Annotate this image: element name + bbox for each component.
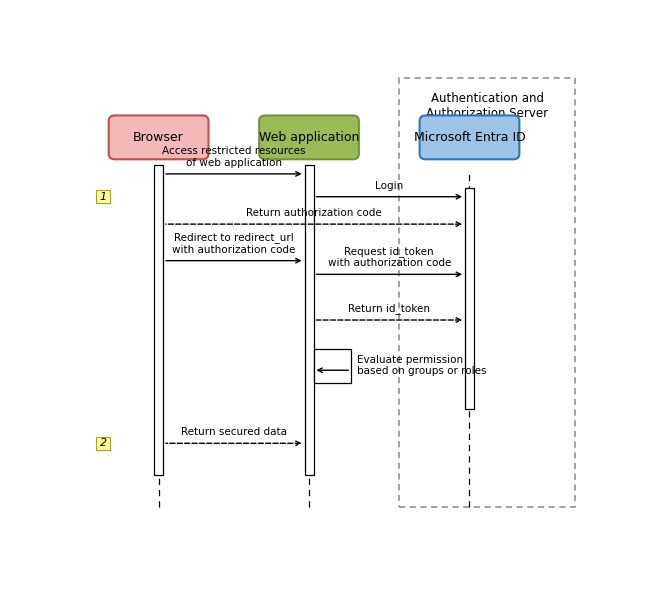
Text: Browser: Browser [133, 131, 184, 144]
Bar [96, 437, 111, 449]
Text: Authentication and
Authorization Server: Authentication and Authorization Server [426, 92, 548, 120]
Text: Microsoft Entra ID: Microsoft Entra ID [413, 131, 525, 144]
FancyBboxPatch shape [420, 116, 520, 160]
Text: Return authorization code: Return authorization code [246, 208, 382, 218]
Text: Evaluate permission
based on groups or roles: Evaluate permission based on groups or r… [357, 355, 487, 377]
Text: Login: Login [375, 181, 403, 191]
Bar [399, 78, 575, 507]
FancyBboxPatch shape [259, 116, 359, 160]
Bar [305, 165, 314, 475]
Text: 2: 2 [100, 438, 107, 448]
Bar [96, 190, 111, 203]
Text: Request id_token
with authorization code: Request id_token with authorization code [327, 246, 451, 269]
Text: Return secured data: Return secured data [181, 428, 287, 438]
Text: Redirect to redirect_url
with authorization code: Redirect to redirect_url with authorizat… [172, 232, 296, 255]
Text: Access restricted resources
of web application: Access restricted resources of web appli… [162, 146, 305, 168]
Text: Web application: Web application [259, 131, 359, 144]
Text: 1: 1 [100, 192, 107, 202]
Text: Return id_token: Return id_token [348, 303, 430, 314]
FancyBboxPatch shape [109, 116, 208, 160]
Bar [314, 349, 351, 383]
Bar [465, 187, 474, 409]
Bar [154, 165, 163, 475]
